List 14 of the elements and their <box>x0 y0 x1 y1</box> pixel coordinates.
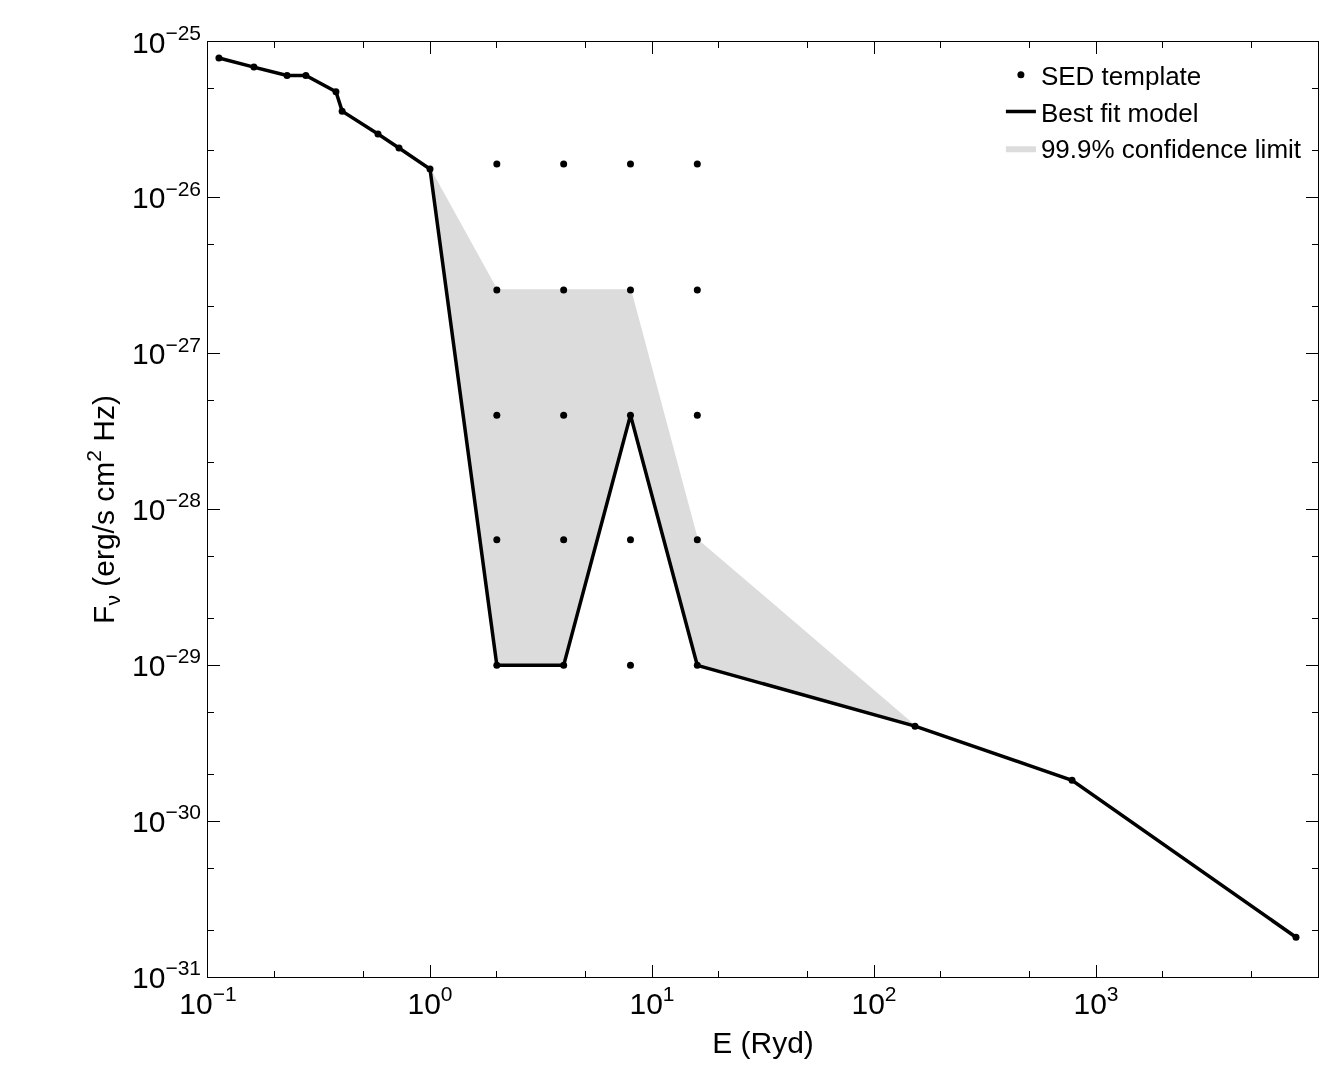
y-tick-label: 10$^{−27}$ <box>132 332 201 371</box>
y-tick-label: 10$^{−26}$ <box>132 176 201 215</box>
x-tick-label: 10$^{3}$ <box>1073 982 1119 1020</box>
x-axis-title: E (Ryd) <box>712 1025 814 1059</box>
y-tick-label: 10$^{−25}$ <box>132 20 201 59</box>
y-tick-label: 10$^{−28}$ <box>132 488 201 526</box>
legend-label: Best fit model <box>1040 97 1199 128</box>
legend-label: SED template <box>1040 60 1202 91</box>
legend-label: 99.9% confidence limit <box>1040 134 1302 165</box>
x-tick-label: 10$^{0}$ <box>407 982 453 1020</box>
y-tick-label: 10$^{−29}$ <box>132 644 201 682</box>
y-tick-label: 10$^{−30}$ <box>132 800 201 838</box>
x-tick-label: 10$^{2}$ <box>851 982 897 1020</box>
x-tick-label: 10$^{1}$ <box>629 982 675 1020</box>
